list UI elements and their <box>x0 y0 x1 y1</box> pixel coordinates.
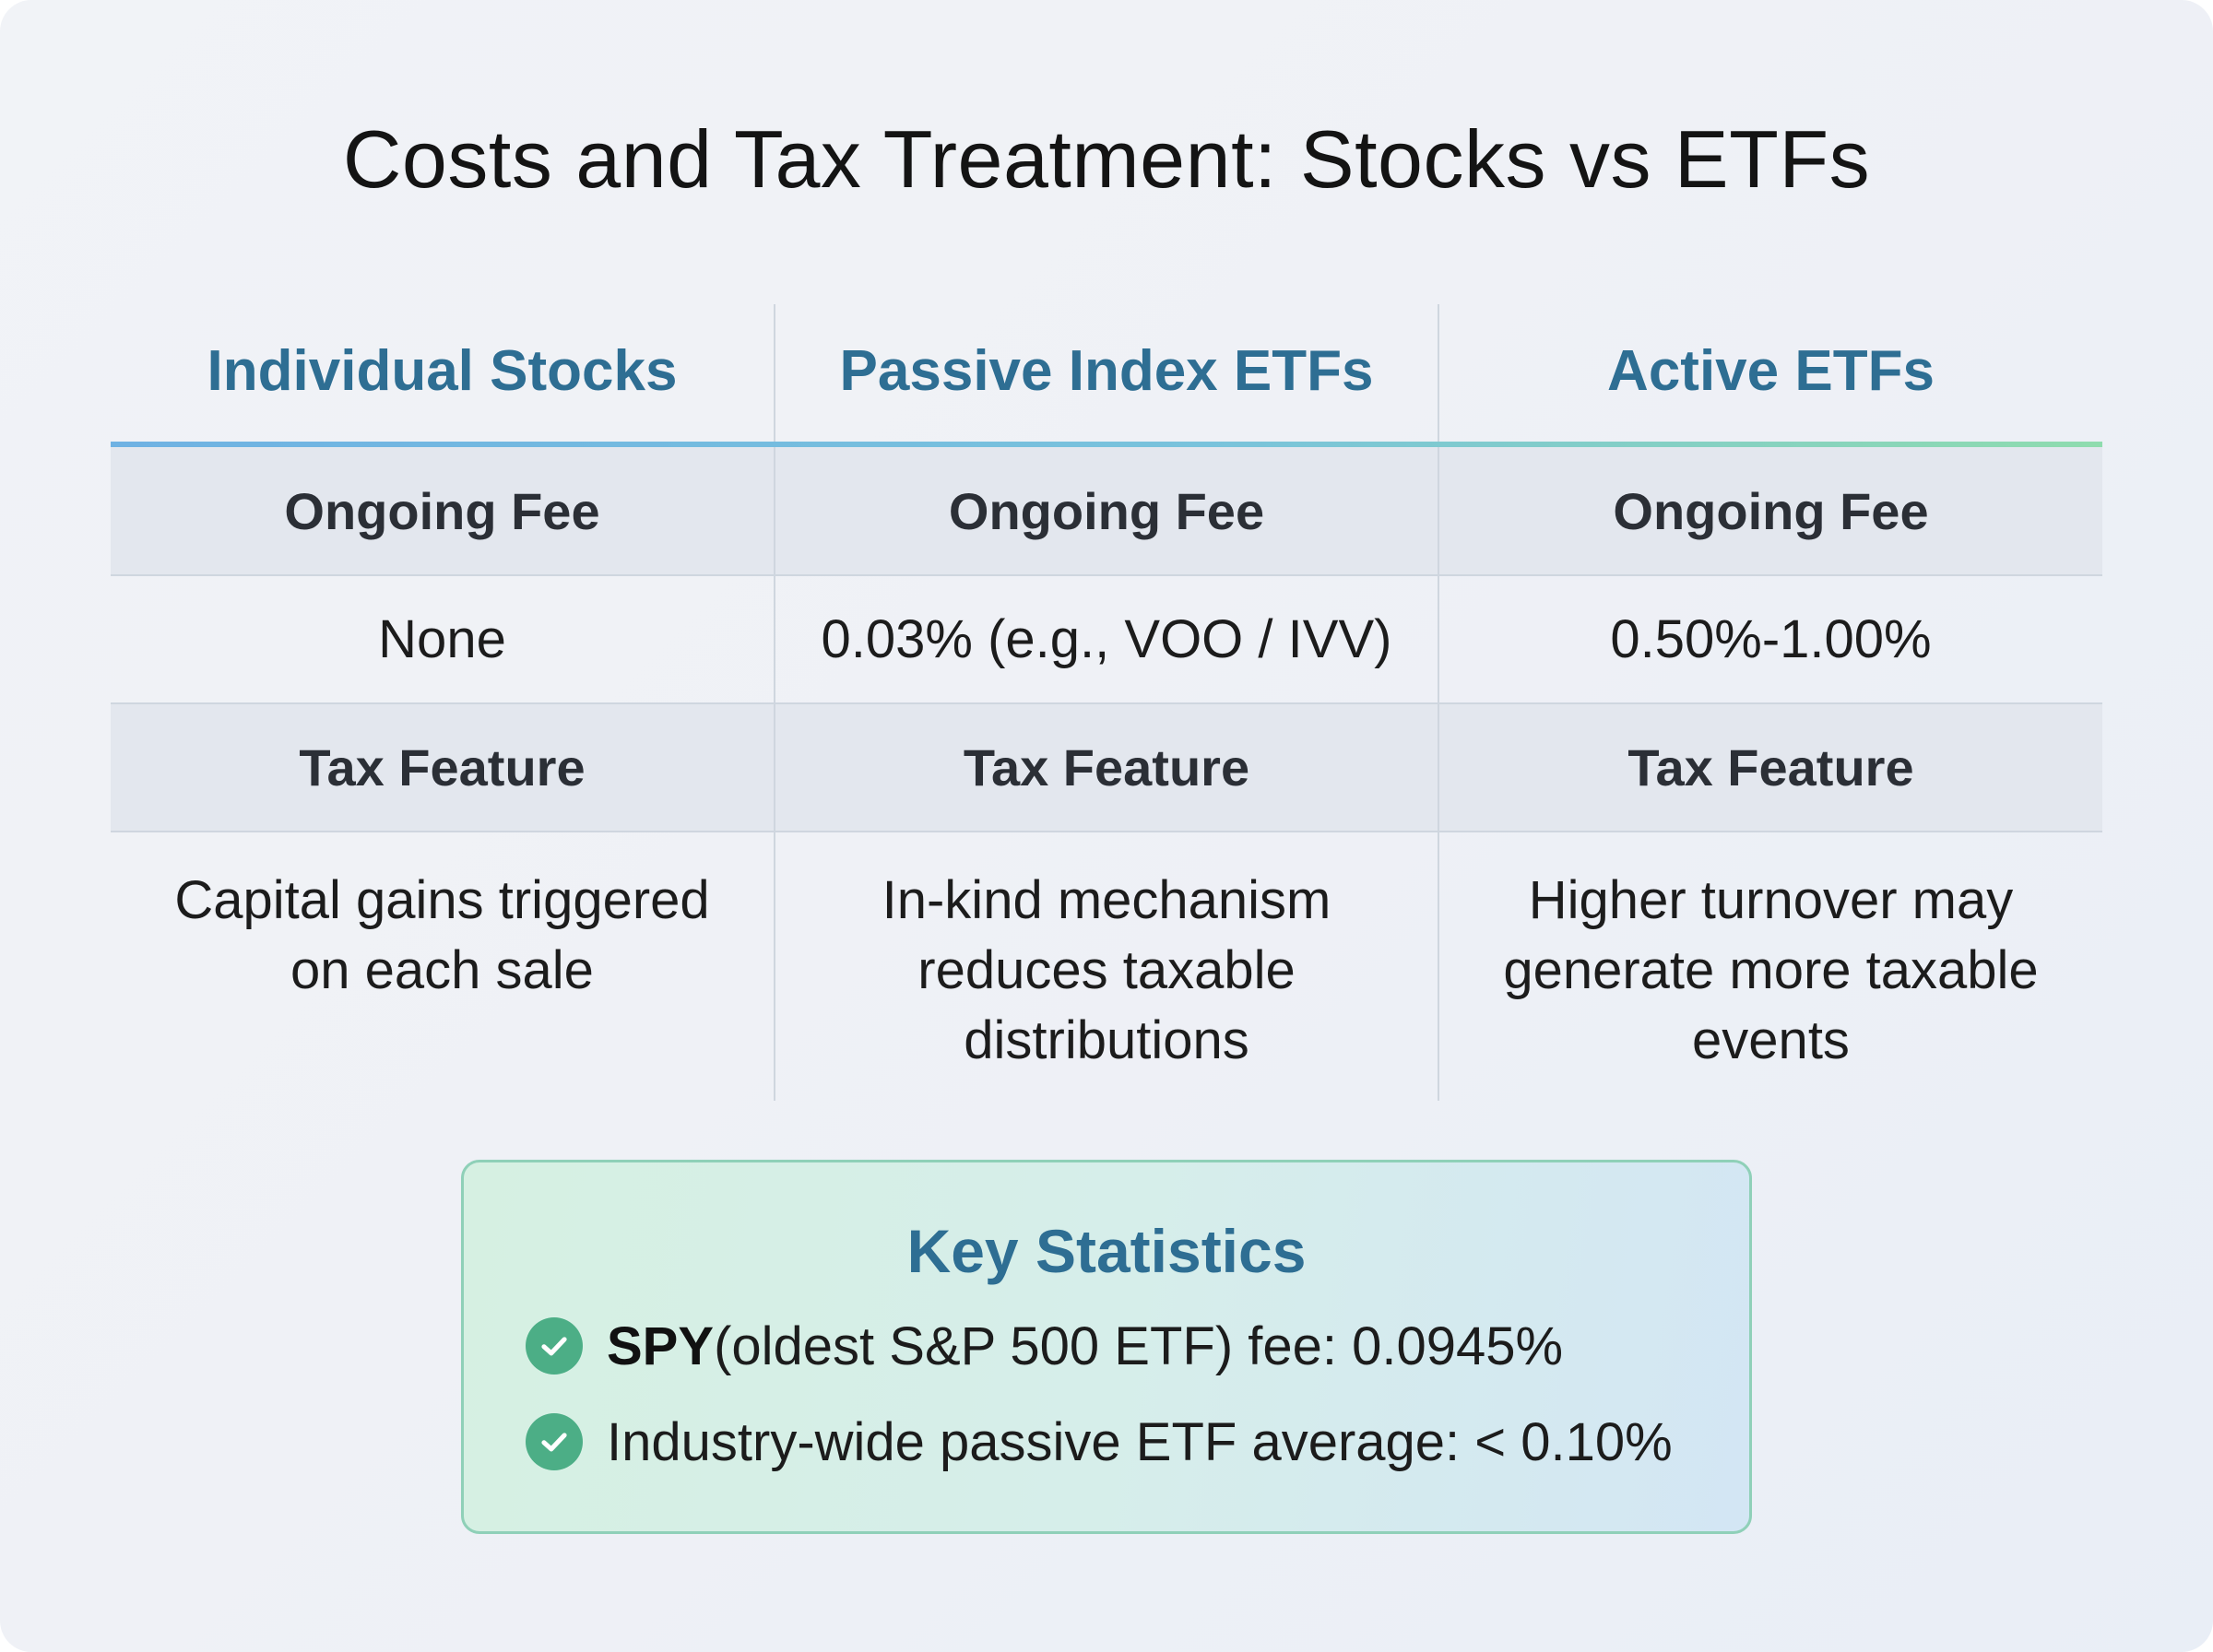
tax-passive-index-etfs: In-kind mechanism reduces taxable distri… <box>774 831 1438 1101</box>
row-values-tax-feature: Capital gains triggered on each sale In-… <box>111 831 2102 1101</box>
statistic-text: (oldest S&P 500 ETF) fee: 0.0945% <box>714 1316 1564 1376</box>
tax-feature-label: Tax Feature <box>1438 702 2102 832</box>
comparison-table: Individual Stocks Passive Index ETFs Act… <box>111 304 2102 1101</box>
ongoing-fee-label: Ongoing Fee <box>1438 447 2102 577</box>
fee-active-etfs: 0.50%-1.00% <box>1438 575 2102 704</box>
header-accent-line <box>111 442 2102 448</box>
check-circle-icon <box>526 1413 583 1470</box>
statistic-ticker: SPY <box>607 1316 715 1376</box>
statistic-item: Industry-wide passive ETF average: < 0.1… <box>526 1405 1673 1479</box>
column-header-individual-stocks: Individual Stocks <box>207 339 678 403</box>
key-statistics-title: Key Statistics <box>906 1217 1307 1285</box>
ongoing-fee-label: Ongoing Fee <box>111 447 775 577</box>
column-header-passive-index-etfs: Passive Index ETFs <box>774 304 1438 442</box>
tax-active-etfs: Higher turnover may generate more taxabl… <box>1438 831 2102 1101</box>
fee-passive-index-etfs: 0.03% (e.g., VOO / IVV) <box>774 575 1438 704</box>
column-header-row: Individual Stocks Passive Index ETFs Act… <box>111 304 2102 442</box>
tax-feature-label: Tax Feature <box>774 702 1438 832</box>
tax-individual-stocks: Capital gains triggered on each sale <box>174 869 710 1000</box>
check-circle-icon <box>526 1317 583 1375</box>
statistic-text: Industry-wide passive ETF average: < 0.1… <box>607 1411 1673 1472</box>
row-label-tax-feature: Tax Feature Tax Feature Tax Feature <box>111 702 2102 832</box>
accent-gradient-bar <box>111 442 2102 448</box>
page-title: Costs and Tax Treatment: Stocks vs ETFs <box>342 113 1871 205</box>
statistic-item: SPY (oldest S&P 500 ETF) fee: 0.0945% <box>526 1309 1563 1383</box>
column-header-active-etfs: Active ETFs <box>1438 304 2102 442</box>
key-statistics-box: Key Statistics <box>461 1160 1752 1534</box>
row-values-ongoing-fee: None 0.03% (e.g., VOO / IVV) 0.50%-1.00% <box>111 575 2102 704</box>
ongoing-fee-label: Ongoing Fee <box>774 447 1438 577</box>
fee-individual-stocks: None <box>111 575 775 704</box>
tax-feature-label: Tax Feature <box>111 702 775 832</box>
row-label-ongoing-fee: Ongoing Fee Ongoing Fee Ongoing Fee <box>111 447 2102 577</box>
